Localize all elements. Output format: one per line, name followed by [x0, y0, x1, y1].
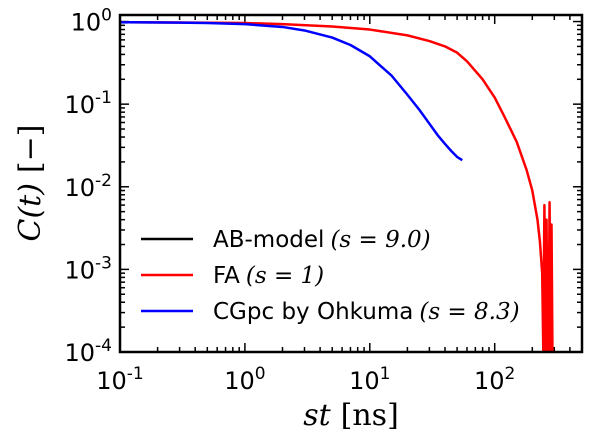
y-tick-exp: -3	[95, 253, 112, 273]
y-tick-label: 10-3	[65, 253, 113, 284]
legend-param: (s = 8.3)	[419, 299, 519, 325]
y-tick-exp: -2	[95, 171, 112, 191]
x-tick-exp: -1	[127, 364, 144, 384]
x-tick-base: 10	[349, 367, 380, 395]
legend: AB-model (s = 9.0)FA (s = 1)CGpc by Ohkuma…	[141, 227, 520, 325]
series-line-2	[120, 21, 463, 162]
x-tick-base: 10	[474, 367, 505, 395]
y-tick-label: 10-1	[65, 88, 113, 119]
y-tick-label: 10-4	[65, 336, 113, 367]
x-tick-label: 10-1	[96, 364, 144, 395]
x-axis-unit: [ns]	[341, 398, 399, 433]
x-tick-exp: 2	[505, 364, 516, 384]
x-tick-exp: 0	[255, 364, 266, 384]
y-tick-base: 10	[65, 91, 96, 119]
y-tick-label: 10-2	[65, 171, 113, 202]
x-tick-label: 102	[474, 364, 515, 395]
x-tick-label: 100	[224, 364, 265, 395]
y-tick-base: 10	[65, 174, 96, 202]
plot-frame	[118, 13, 584, 354]
y-tick-exp: -4	[95, 336, 112, 356]
y-axis-label: C(t) [−]	[13, 125, 48, 242]
x-tick-labels: 10-1 100 101 102	[96, 364, 515, 395]
y-tick-label: 100	[71, 6, 112, 37]
series-line-1	[120, 21, 555, 352]
x-tick-base: 10	[224, 367, 255, 395]
x-axis-var: st	[303, 398, 331, 433]
series-layer	[120, 21, 555, 352]
legend-param: (s = 1)	[246, 263, 324, 289]
x-axis-label: st [ns]	[303, 398, 399, 433]
legend-param: (s = 9.0)	[330, 227, 430, 253]
legend-name: CGpc by Ohkuma	[213, 299, 413, 325]
y-tick-base: 10	[65, 256, 96, 284]
x-tick-base: 10	[96, 367, 127, 395]
y-tick-exp: 0	[101, 6, 112, 26]
x-tick-exp: 1	[380, 364, 391, 384]
y-tick-base: 10	[65, 339, 96, 367]
legend-name: FA	[213, 263, 240, 289]
legend-entry-0: AB-model (s = 9.0)	[213, 227, 431, 253]
y-tick-base: 10	[71, 9, 102, 37]
legend-entry-1: FA (s = 1)	[213, 263, 324, 289]
legend-entry-2: CGpc by Ohkuma (s = 8.3)	[213, 299, 520, 325]
legend-name: AB-model	[213, 227, 324, 253]
y-axis-unit: [−]	[13, 125, 48, 174]
y-axis-var: C(t)	[13, 183, 48, 241]
x-tick-label: 101	[349, 364, 390, 395]
y-tick-exp: -1	[95, 88, 112, 108]
